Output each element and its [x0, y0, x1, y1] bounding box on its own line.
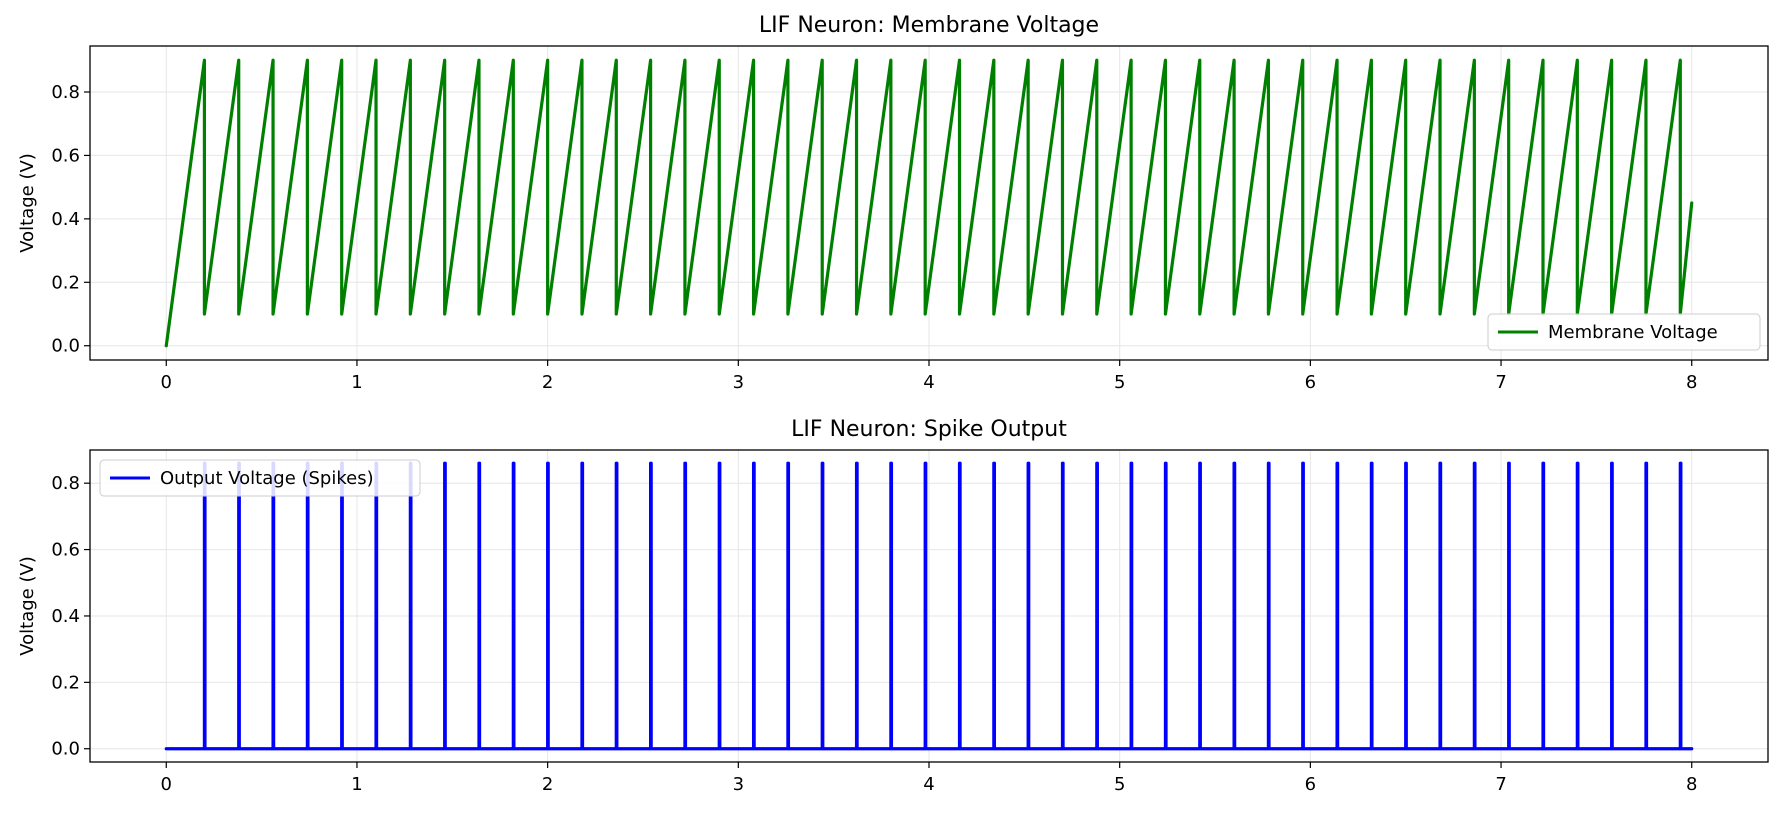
- membrane-x-ticks: 0 1 2 3 4 5 6 7 8: [161, 360, 1697, 393]
- x-tick-label: 4: [923, 372, 934, 393]
- x-tick-label: 1: [351, 372, 362, 393]
- spike-output-line: [164, 461, 1694, 751]
- x-tick-label: 5: [1114, 774, 1125, 795]
- spike-x-ticks: 0 1 2 3 4 5 6 7 8: [161, 762, 1697, 795]
- membrane-legend-label: Membrane Voltage: [1548, 322, 1718, 343]
- y-tick-label: 0.0: [51, 739, 80, 760]
- membrane-legend-box: [1487, 313, 1761, 351]
- x-tick-label: 5: [1114, 372, 1125, 393]
- spike-legend-box: [99, 459, 421, 497]
- x-tick-label: 3: [733, 774, 744, 795]
- membrane-legend: Membrane Voltage: [1487, 313, 1761, 351]
- x-tick-label: 8: [1686, 774, 1697, 795]
- y-tick-label: 0.2: [51, 272, 80, 293]
- y-tick-label: 0.2: [51, 672, 80, 693]
- membrane-y-axis-label: Voltage (V): [17, 153, 38, 253]
- membrane-plot-area: [164, 58, 1694, 348]
- x-tick-label: 7: [1495, 372, 1506, 393]
- x-tick-label: 4: [923, 774, 934, 795]
- spike-legend-label: Output Voltage (Spikes): [160, 468, 374, 489]
- y-tick-label: 0.0: [51, 336, 80, 357]
- y-tick-label: 0.8: [51, 82, 80, 103]
- x-tick-label: 0: [161, 774, 172, 795]
- membrane-voltage-chart: 0 1 2 3 4 5 6 7 8 0.0 0.2 0.4 0.6 0.8 LIF Neuron: Me…: [17, 13, 1769, 393]
- membrane-chart-title: LIF Neuron: Membrane Voltage: [759, 13, 1099, 38]
- y-tick-label: 0.4: [51, 606, 80, 627]
- membrane-voltage-line: [164, 58, 1694, 348]
- y-tick-label: 0.6: [51, 540, 80, 561]
- x-tick-label: 7: [1495, 774, 1506, 795]
- x-tick-label: 6: [1305, 774, 1316, 795]
- spike-plot-area: [164, 461, 1694, 751]
- spike-legend: Output Voltage (Spikes): [99, 459, 421, 497]
- x-tick-label: 2: [542, 774, 553, 795]
- x-tick-label: 2: [542, 372, 553, 393]
- spike-y-ticks: 0.0 0.2 0.4 0.6 0.8: [51, 473, 90, 760]
- membrane-y-ticks: 0.0 0.2 0.4 0.6 0.8: [51, 82, 90, 357]
- x-tick-label: 3: [733, 372, 744, 393]
- y-tick-label: 0.6: [51, 145, 80, 166]
- x-tick-label: 8: [1686, 372, 1697, 393]
- spike-output-chart: 0 1 2 3 4 5 6 7 8 0.0 0.2 0.4 0.6 0.8 LIF Neuron: Sp…: [17, 417, 1769, 795]
- y-tick-label: 0.4: [51, 209, 80, 230]
- x-tick-label: 1: [351, 774, 362, 795]
- y-tick-label: 0.8: [51, 473, 80, 494]
- x-tick-label: 6: [1305, 372, 1316, 393]
- spike-y-axis-label: Voltage (V): [17, 556, 38, 656]
- x-tick-label: 0: [161, 372, 172, 393]
- spike-chart-title: LIF Neuron: Spike Output: [791, 417, 1067, 442]
